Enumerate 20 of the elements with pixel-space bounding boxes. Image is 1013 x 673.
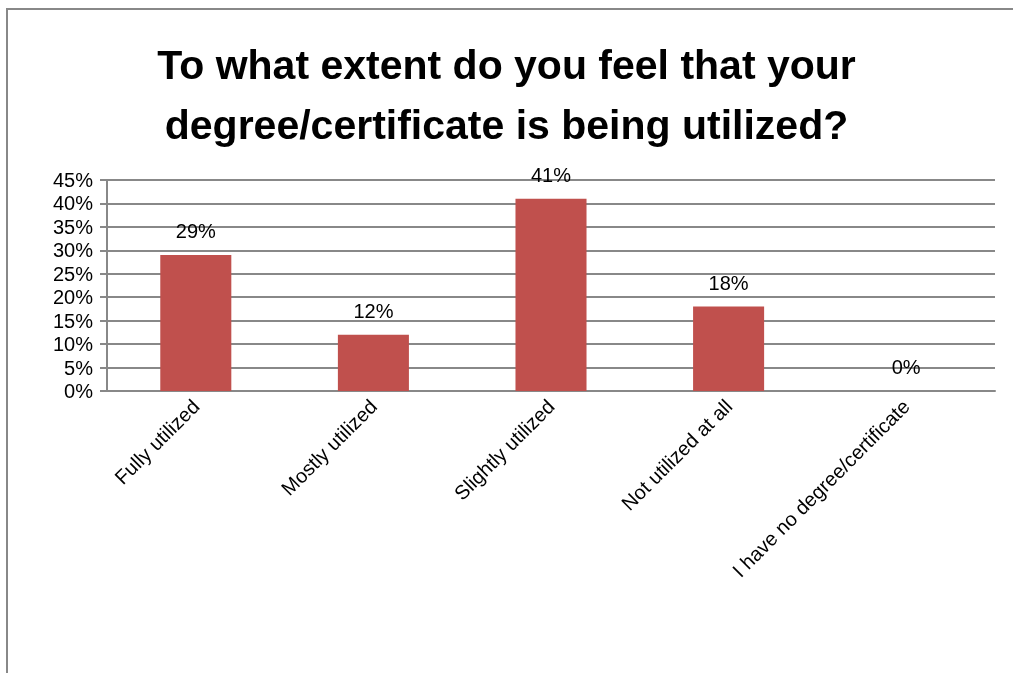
y-tick-label: 45%: [52, 169, 94, 191]
y-tick-label: 0%: [64, 380, 94, 402]
y-tick-label: 15%: [52, 309, 94, 332]
bar: [515, 198, 587, 391]
y-tick-label: 35%: [52, 215, 94, 238]
data-label: 12%: [353, 299, 394, 322]
data-label: 18%: [708, 271, 749, 294]
chart-title: To what extent do you feel that your degree/certificate is being utilized?: [157, 42, 856, 148]
y-tick-label: 10%: [52, 333, 94, 356]
bar: [160, 255, 232, 391]
y-tick-label: 20%: [52, 286, 94, 309]
y-tick-label: 30%: [52, 239, 94, 262]
data-label: 0%: [891, 356, 921, 378]
y-tick-label: 40%: [52, 192, 94, 215]
bar: [337, 334, 409, 391]
y-tick-label: 25%: [52, 262, 94, 285]
bar: [693, 306, 765, 391]
y-tick-label: 5%: [64, 356, 94, 379]
data-label: 41%: [530, 163, 572, 186]
data-label: 29%: [175, 220, 217, 243]
